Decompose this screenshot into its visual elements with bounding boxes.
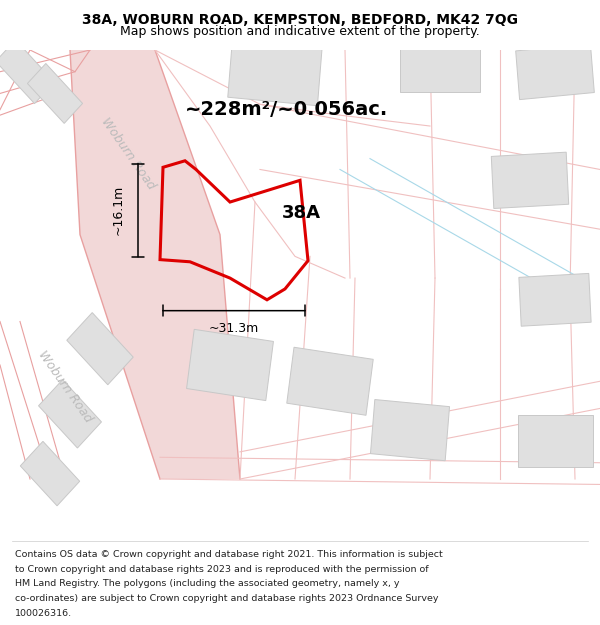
Text: Map shows position and indicative extent of the property.: Map shows position and indicative extent… bbox=[120, 24, 480, 38]
Polygon shape bbox=[491, 152, 569, 209]
Polygon shape bbox=[287, 348, 373, 415]
Text: ~31.3m: ~31.3m bbox=[209, 321, 259, 334]
Polygon shape bbox=[67, 312, 133, 385]
Text: 100026316.: 100026316. bbox=[15, 609, 72, 618]
Polygon shape bbox=[70, 50, 240, 479]
Text: co-ordinates) are subject to Crown copyright and database rights 2023 Ordnance S: co-ordinates) are subject to Crown copyr… bbox=[15, 594, 439, 603]
Polygon shape bbox=[370, 399, 449, 461]
Polygon shape bbox=[0, 40, 55, 104]
Polygon shape bbox=[519, 273, 591, 326]
Polygon shape bbox=[28, 64, 83, 123]
Text: 38A: 38A bbox=[282, 204, 321, 222]
Polygon shape bbox=[515, 44, 595, 99]
Text: ~16.1m: ~16.1m bbox=[112, 185, 125, 236]
Polygon shape bbox=[187, 329, 274, 401]
Polygon shape bbox=[400, 40, 480, 92]
Text: ~228m²/~0.056ac.: ~228m²/~0.056ac. bbox=[185, 100, 388, 119]
Polygon shape bbox=[228, 38, 322, 106]
Text: HM Land Registry. The polygons (including the associated geometry, namely x, y: HM Land Registry. The polygons (includin… bbox=[15, 579, 400, 588]
Text: Contains OS data © Crown copyright and database right 2021. This information is : Contains OS data © Crown copyright and d… bbox=[15, 550, 443, 559]
Text: Woburn Road: Woburn Road bbox=[98, 115, 158, 191]
Polygon shape bbox=[38, 379, 101, 448]
Text: Woburn Road: Woburn Road bbox=[35, 348, 95, 425]
Text: to Crown copyright and database rights 2023 and is reproduced with the permissio: to Crown copyright and database rights 2… bbox=[15, 564, 428, 574]
Text: 38A, WOBURN ROAD, KEMPSTON, BEDFORD, MK42 7QG: 38A, WOBURN ROAD, KEMPSTON, BEDFORD, MK4… bbox=[82, 12, 518, 26]
Polygon shape bbox=[20, 441, 80, 506]
Polygon shape bbox=[517, 415, 593, 467]
